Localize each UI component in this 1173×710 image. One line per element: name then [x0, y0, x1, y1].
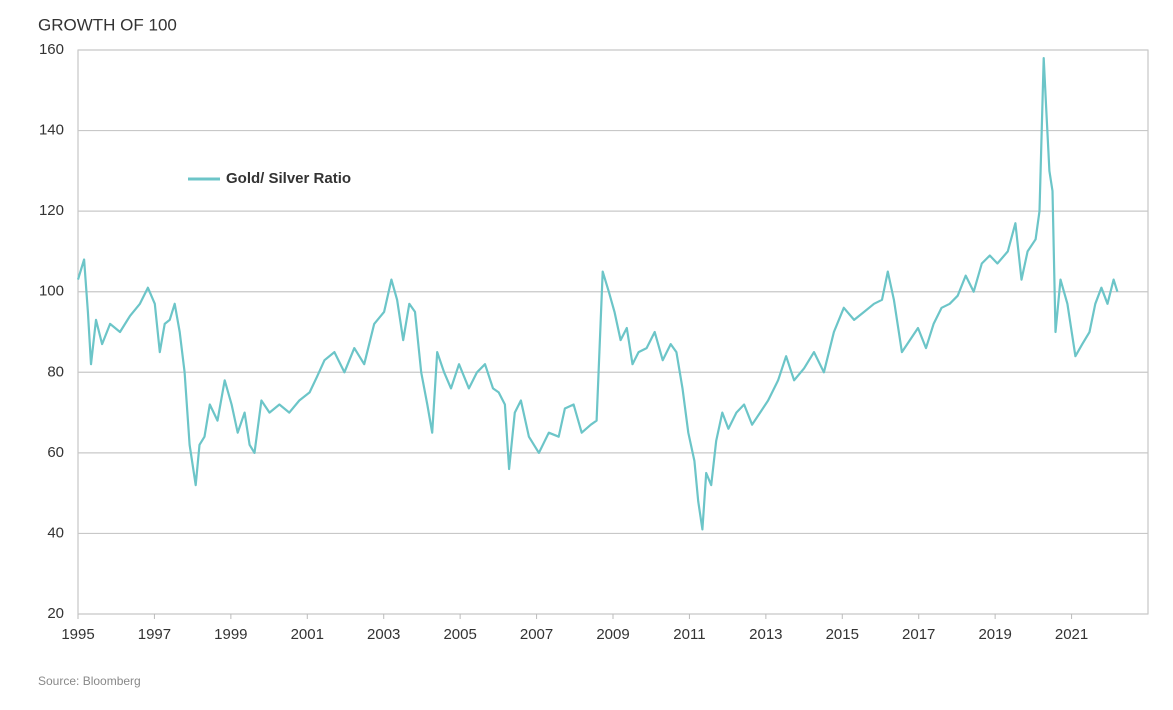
- x-tick-label: 1997: [138, 626, 171, 643]
- x-tick-label: 2007: [520, 626, 553, 643]
- y-tick-label: 100: [39, 283, 64, 300]
- y-tick-label: 40: [47, 524, 64, 541]
- data-line: [76, 57, 1119, 531]
- x-tick-label: 1999: [214, 626, 247, 643]
- x-tick-label: 2011: [673, 626, 705, 643]
- y-tick-label: 160: [39, 41, 64, 58]
- x-tick-label: 2001: [291, 626, 324, 643]
- y-tick-label: 20: [47, 605, 64, 622]
- x-tick-label: 2017: [902, 626, 935, 643]
- legend-label: Gold/ Silver Ratio: [226, 170, 351, 187]
- x-tick-label: 2003: [367, 626, 400, 643]
- x-tick-label: 2009: [596, 626, 629, 643]
- x-tick-label: 2021: [1055, 626, 1088, 643]
- x-tick-label: 2013: [749, 626, 782, 643]
- y-tick-label: 80: [47, 363, 64, 380]
- plot-frame: [77, 49, 1149, 615]
- x-tick-label: 2005: [443, 626, 476, 643]
- chart-title: GROWTH OF 100: [38, 15, 177, 34]
- x-tick-label: 2015: [826, 626, 859, 643]
- x-tick-label: 1995: [61, 626, 94, 643]
- y-tick-label: 60: [47, 444, 64, 461]
- y-tick-label: 120: [39, 202, 64, 219]
- source-note: Source: Bloomberg: [38, 674, 141, 688]
- x-tick-label: 2019: [978, 626, 1011, 643]
- y-tick-label: 140: [39, 122, 64, 139]
